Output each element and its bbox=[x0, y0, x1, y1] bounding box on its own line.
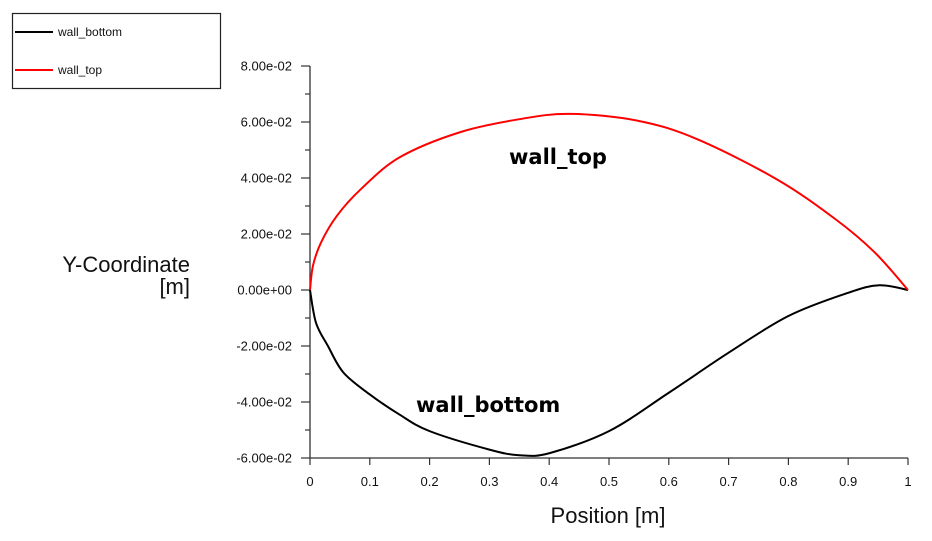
x-tick-label: 0.2 bbox=[421, 474, 439, 489]
y-axis-label-line2: [m] bbox=[159, 274, 190, 299]
x-tick-label: 0.1 bbox=[361, 474, 379, 489]
y-tick-label: 4.00e-02 bbox=[241, 171, 292, 186]
x-tick-label: 0.5 bbox=[600, 474, 618, 489]
x-tick-label: 0.4 bbox=[540, 474, 558, 489]
annotation-wall-bottom: wall_bottom bbox=[416, 393, 560, 417]
legend-label-wall-top: wall_top bbox=[57, 63, 102, 77]
y-tick-label: -6.00e-02 bbox=[236, 451, 292, 466]
x-axis-label: Position [m] bbox=[551, 503, 666, 528]
x-tick-label: 0.7 bbox=[720, 474, 738, 489]
series-line-wall-top bbox=[309, 112, 909, 291]
x-tick-label: 0.3 bbox=[480, 474, 498, 489]
x-tick-label: 0.6 bbox=[660, 474, 678, 489]
x-tick-label: 1 bbox=[904, 474, 911, 489]
axes: 8.00e-02 6.00e-02 4.00e-02 2.00e-02 0.00e+00… bbox=[236, 59, 911, 490]
y-tick-label: 6.00e-02 bbox=[241, 115, 292, 130]
y-axis-label-line1: Y-Coordinate bbox=[62, 252, 190, 277]
y-tick-label: 0.00e+00 bbox=[237, 283, 292, 298]
y-tick-label: 8.00e-02 bbox=[241, 59, 292, 74]
x-tick-label: 0.9 bbox=[839, 474, 857, 489]
series-line-wall-bottom bbox=[309, 284, 909, 457]
x-tick-label: 0.8 bbox=[779, 474, 797, 489]
legend-label-wall-bottom: wall_bottom bbox=[57, 25, 122, 39]
annotation-wall-top: wall_top bbox=[509, 145, 607, 169]
curves bbox=[309, 112, 909, 457]
y-tick-label: -4.00e-02 bbox=[236, 395, 292, 410]
legend: wall_bottom wall_top bbox=[11, 12, 222, 90]
x-tick-label: 0 bbox=[306, 474, 313, 489]
legend-box bbox=[11, 12, 222, 90]
y-tick-label: -2.00e-02 bbox=[236, 339, 292, 354]
y-tick-label: 2.00e-02 bbox=[241, 227, 292, 242]
